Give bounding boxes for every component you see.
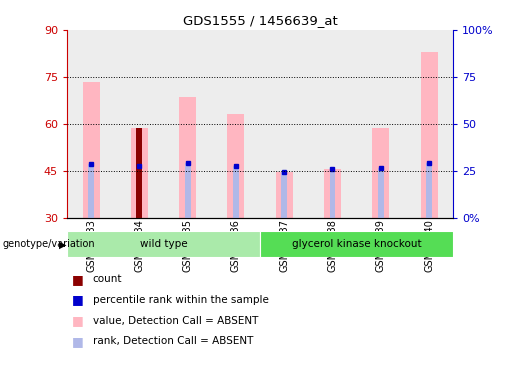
- Bar: [163, 30, 212, 217]
- Bar: [136, 128, 142, 217]
- Text: genotype/variation: genotype/variation: [3, 239, 95, 249]
- Text: ■: ■: [72, 314, 84, 327]
- Text: ▶: ▶: [59, 240, 67, 249]
- Bar: [372, 128, 389, 217]
- Title: GDS1555 / 1456639_at: GDS1555 / 1456639_at: [183, 15, 337, 27]
- Bar: [131, 128, 148, 217]
- Text: glycerol kinase knockout: glycerol kinase knockout: [292, 239, 421, 249]
- Bar: [136, 166, 142, 218]
- Bar: [67, 231, 260, 257]
- Text: ■: ■: [72, 335, 84, 348]
- Bar: [88, 164, 94, 218]
- Bar: [260, 30, 308, 217]
- Bar: [281, 172, 287, 217]
- Text: percentile rank within the sample: percentile rank within the sample: [93, 295, 269, 305]
- Bar: [260, 231, 453, 257]
- Bar: [82, 82, 99, 218]
- Text: wild type: wild type: [140, 239, 187, 249]
- Bar: [233, 166, 239, 218]
- Bar: [276, 172, 293, 217]
- Bar: [324, 169, 341, 217]
- Bar: [115, 30, 163, 217]
- Bar: [228, 114, 245, 218]
- Bar: [421, 52, 438, 217]
- Text: count: count: [93, 274, 122, 284]
- Bar: [330, 169, 335, 217]
- Bar: [308, 30, 356, 217]
- Bar: [212, 30, 260, 217]
- Text: rank, Detection Call = ABSENT: rank, Detection Call = ABSENT: [93, 336, 253, 346]
- Bar: [185, 163, 191, 218]
- Bar: [356, 30, 405, 217]
- Text: value, Detection Call = ABSENT: value, Detection Call = ABSENT: [93, 316, 258, 326]
- Bar: [405, 30, 453, 217]
- Bar: [67, 30, 115, 217]
- Text: ■: ■: [72, 294, 84, 306]
- Bar: [179, 97, 196, 218]
- Bar: [426, 163, 432, 218]
- Text: ■: ■: [72, 273, 84, 286]
- Bar: [378, 168, 384, 217]
